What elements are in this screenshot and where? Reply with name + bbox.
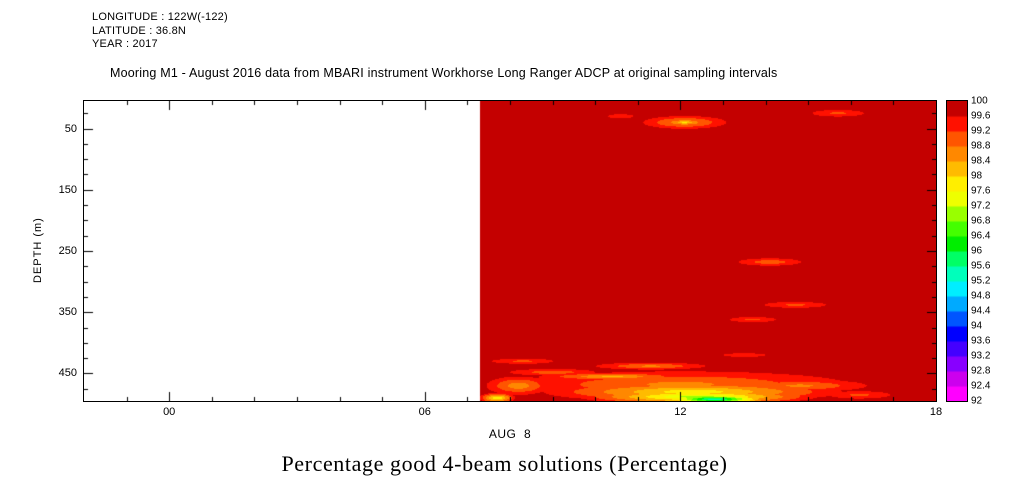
colorbar-tick-label: 100	[971, 95, 988, 107]
colorbar-tick-label: 92.4	[971, 380, 991, 392]
latitude-label: LATITUDE : 36.8N	[92, 24, 187, 37]
heatmap-canvas	[83, 100, 937, 402]
y-tick-label: 50	[64, 122, 77, 135]
x-tick-label: 12	[674, 406, 687, 418]
y-tick-label: 150	[58, 183, 77, 196]
colorbar-tick-label: 99.2	[971, 125, 991, 137]
colorbar-tick-label: 92.8	[971, 365, 991, 377]
y-tick-label: 250	[58, 245, 77, 257]
caption: Percentage good 4-beam solutions (Percen…	[281, 451, 728, 476]
colorbar-tick-label: 92	[971, 395, 983, 407]
longitude-label: LONGITUDE : 122W(-122)	[92, 11, 228, 23]
colorbar-tick-label: 98.8	[971, 140, 991, 152]
plot-title: Mooring M1 - August 2016 data from MBARI…	[110, 66, 778, 80]
x-tick-label: 06	[418, 406, 431, 418]
x-tick-label: 18	[929, 406, 943, 418]
colorbar-tick-label: 93.2	[971, 350, 991, 362]
x-axis-label: AUG 8	[488, 427, 532, 441]
colorbar-tick-label: 96.4	[971, 230, 991, 242]
colorbar-tick-label: 93.6	[971, 335, 991, 347]
colorbar-tick-label: 98	[971, 170, 983, 182]
colorbar-tick-label: 95.6	[971, 260, 991, 272]
y-tick-label: 450	[58, 367, 77, 380]
colorbar-tick-label: 99.6	[971, 110, 991, 122]
colorbar-tick-label: 98.4	[971, 155, 991, 167]
header-info: LONGITUDE : 122W(-122) LATITUDE : 36.8N …	[92, 11, 228, 52]
colorbar-tick-label: 94	[971, 320, 983, 332]
colorbar-tick-label: 94.4	[971, 305, 991, 317]
colorbar-tick-label: 96.8	[971, 215, 991, 227]
colorbar-tick-label: 97.2	[971, 200, 991, 212]
x-tick-label: 00	[163, 406, 176, 418]
colorbar-tick-label: 96	[971, 245, 983, 257]
colorbar-tick-label: 97.6	[971, 185, 991, 197]
colorbar	[946, 100, 968, 402]
colorbar-tick-label: 95.2	[971, 275, 991, 287]
colorbar-tick-label: 94.8	[971, 290, 991, 302]
year-label: YEAR : 2017	[92, 38, 158, 50]
y-tick-label: 350	[58, 306, 77, 319]
